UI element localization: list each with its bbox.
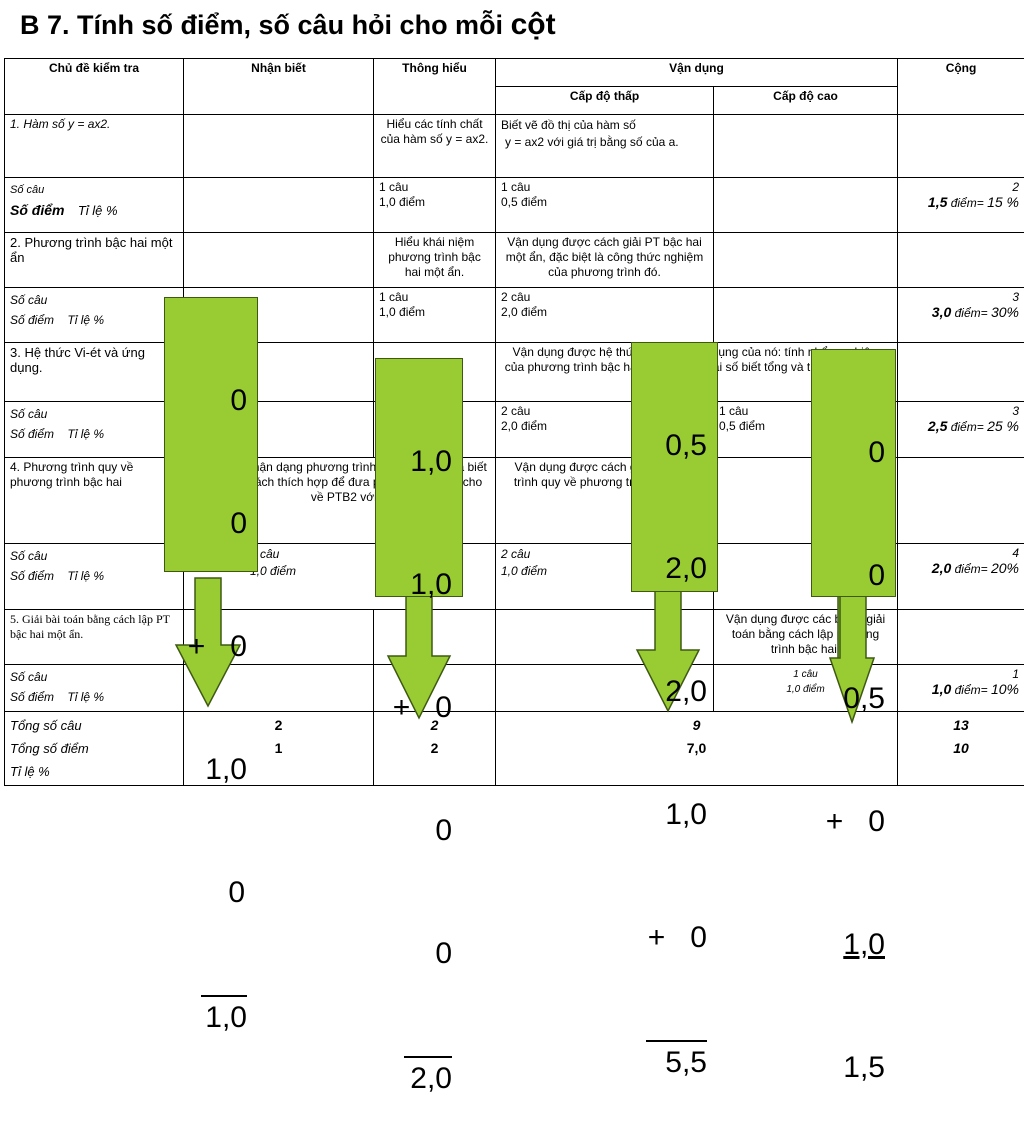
sum-line: 0 [165, 503, 247, 544]
sum-line: + 0 [165, 626, 247, 667]
sum-line: 2,0 [404, 1056, 452, 1099]
sum-line: + 0 [812, 801, 885, 842]
sum-line: + 0 [632, 917, 707, 958]
sum-line: 1,0 [632, 794, 707, 835]
sum-line: 1,0 [201, 995, 247, 1038]
sum-line: 1,5 [812, 1047, 885, 1088]
sum-line: 0 [165, 380, 247, 421]
sum-line: 1,0 [165, 749, 247, 790]
sum-line: 1,0 [376, 564, 452, 605]
sum-line: 1,0 [812, 924, 885, 965]
sum-line: 0,5 [812, 678, 885, 719]
sum-line: 0,5 [632, 425, 707, 466]
sum-line: 0 [165, 872, 247, 913]
nhan-biet-sum-box: 0 0 + 0 1,0 0 1,0 [164, 297, 258, 572]
sum-line: 0 [376, 933, 452, 974]
sum-line: 0 [812, 555, 885, 596]
sum-line: 0 [376, 810, 452, 851]
sum-line: + 0 [376, 687, 452, 728]
sum-line: 5,5 [646, 1040, 707, 1083]
sum-line: 1,0 [376, 441, 452, 482]
sum-line: 2,0 [632, 671, 707, 712]
van-dung-cao-sum-box: 0 0 0,5 + 0 1,0 1,5 [811, 349, 896, 597]
sum-line: 2,0 [632, 548, 707, 589]
sum-line: 0 [812, 432, 885, 473]
thong-hieu-sum-box: 1,0 1,0 + 0 0 0 2,0 [375, 358, 463, 597]
van-dung-thap-sum-box: 0,5 2,0 2,0 1,0 + 0 5,5 [631, 342, 718, 592]
